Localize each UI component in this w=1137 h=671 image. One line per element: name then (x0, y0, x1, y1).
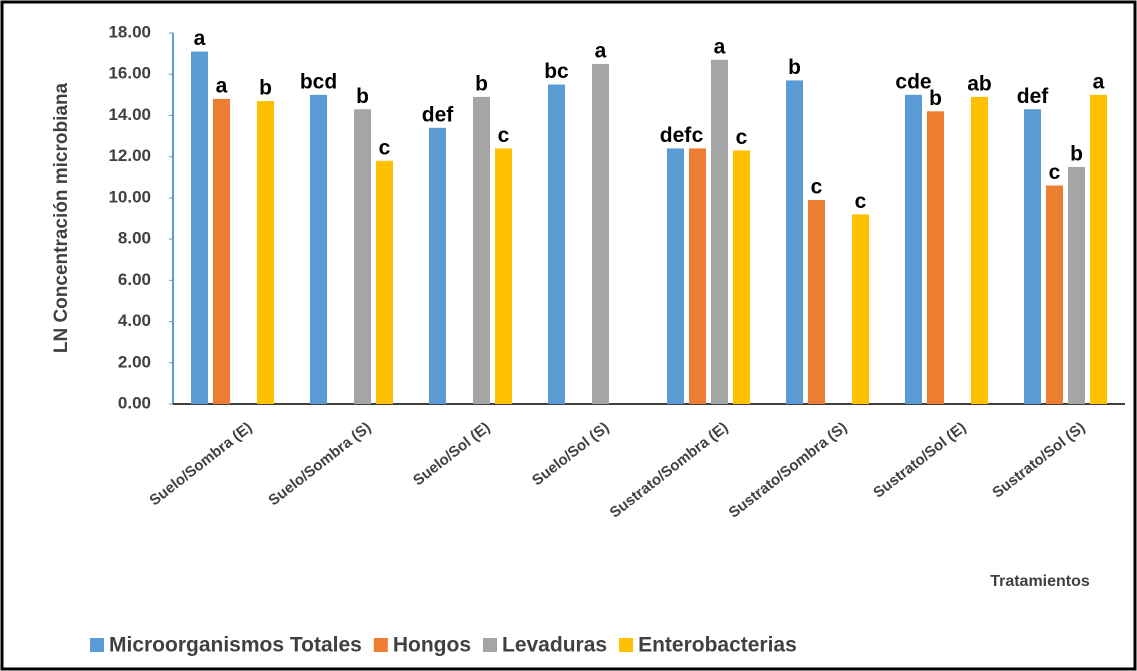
bar (689, 148, 706, 404)
legend-label: Levaduras (502, 634, 607, 657)
y-tick-label: 0.00 (118, 393, 151, 412)
bar (376, 160, 393, 404)
legend-swatch (90, 638, 104, 652)
significance-label: c (855, 190, 867, 213)
significance-label: ab (967, 72, 992, 95)
significance-label: bcd (300, 70, 337, 93)
legend-label: Microorganismos Totales (109, 634, 362, 657)
y-tick-label: 14.00 (108, 105, 151, 124)
x-axis-label: Tratamientos (990, 573, 1090, 590)
significance-label: a (194, 27, 206, 50)
bar (495, 148, 512, 404)
significance-label: a (216, 75, 228, 98)
bar (808, 199, 825, 404)
y-tick-label: 8.00 (118, 229, 151, 248)
bar (592, 63, 609, 405)
legend-swatch (373, 638, 388, 652)
bar (429, 127, 446, 405)
significance-label: b (929, 87, 942, 110)
significance-label: a (714, 35, 726, 58)
bar (213, 98, 230, 404)
bar (473, 96, 490, 405)
significance-label: a (1093, 70, 1105, 93)
legend-swatch (619, 638, 634, 652)
significance-label: c (379, 136, 391, 159)
significance-label: b (1070, 143, 1083, 166)
significance-label: bc (544, 60, 569, 83)
y-tick-label: 12.00 (108, 146, 151, 165)
bar (971, 96, 988, 405)
significance-label: c (811, 175, 823, 198)
bar (354, 109, 371, 404)
y-tick-label: 2.00 (118, 352, 151, 371)
bar (852, 214, 869, 404)
bar (927, 111, 944, 405)
bar (1024, 109, 1041, 404)
bar (667, 148, 684, 404)
significance-label: c (692, 124, 704, 147)
bar (905, 94, 922, 404)
legend-label: Hongos (393, 634, 471, 657)
significance-label: a (595, 39, 607, 62)
significance-label: c (736, 126, 748, 149)
bar (1090, 94, 1107, 404)
legend-swatch (483, 638, 497, 652)
bar (733, 150, 750, 404)
bar (711, 59, 728, 405)
y-tick-label: 16.00 (108, 64, 151, 83)
bar (548, 84, 565, 405)
legend-label: Enterobacterias (638, 634, 797, 657)
significance-label: cde (895, 70, 931, 93)
significance-label: b (259, 77, 272, 100)
y-tick-label: 18.00 (108, 22, 151, 41)
bar (191, 51, 208, 405)
significance-label: c (498, 124, 510, 147)
significance-label: def (1017, 85, 1050, 108)
bar (310, 94, 327, 404)
bar (257, 101, 274, 405)
significance-label: b (788, 56, 801, 79)
significance-label: c (1049, 161, 1061, 184)
y-tick-label: 4.00 (118, 311, 151, 330)
significance-label: def (660, 124, 693, 147)
y-tick-label: 10.00 (108, 187, 151, 206)
bar (786, 80, 803, 405)
bar (1046, 185, 1063, 404)
y-axis-label: LN Concentración microbiana (51, 82, 72, 353)
bar (1068, 166, 1085, 404)
significance-label: b (475, 72, 488, 95)
y-tick-label: 6.00 (118, 270, 151, 289)
significance-label: b (356, 85, 369, 108)
significance-label: def (422, 103, 455, 126)
